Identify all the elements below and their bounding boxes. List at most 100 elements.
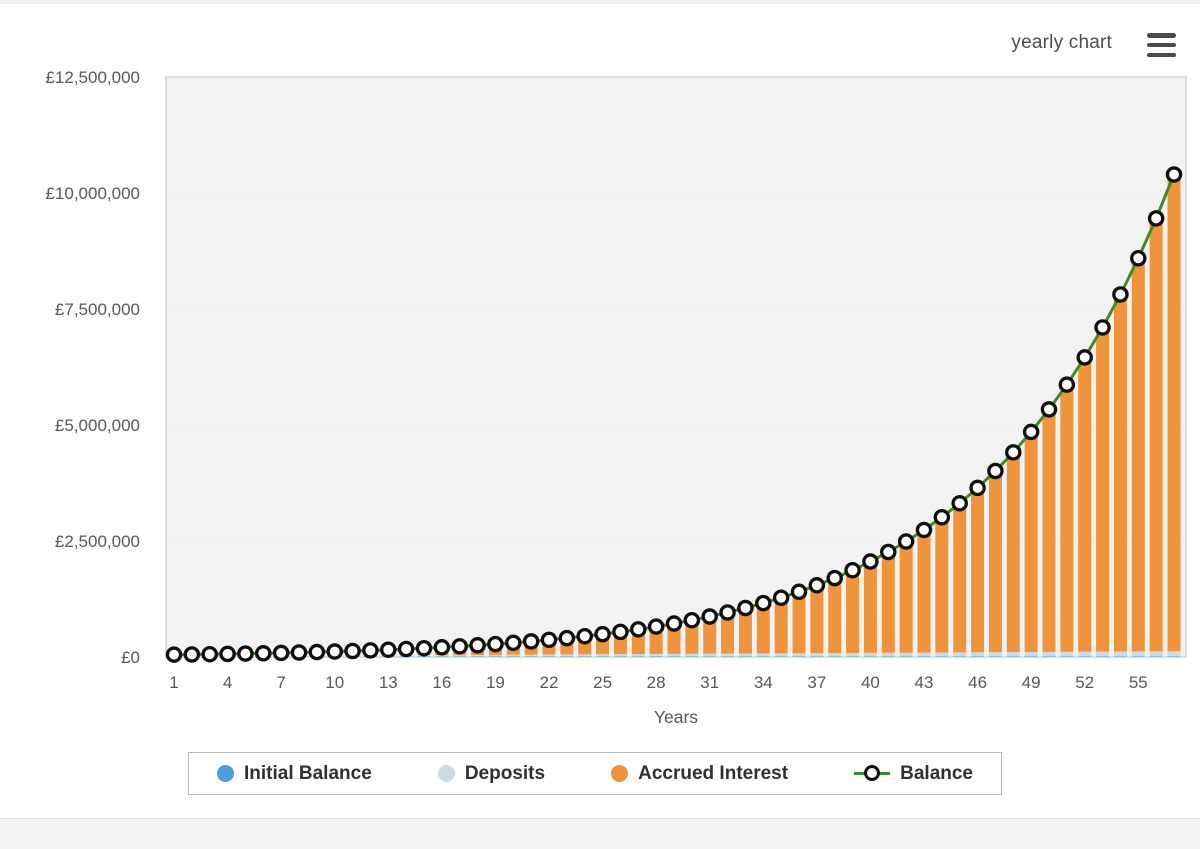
bar-segment-accrued-interest[interactable]: [1007, 452, 1020, 652]
balance-marker[interactable]: [221, 647, 234, 660]
bar-segment-accrued-interest[interactable]: [1096, 327, 1109, 651]
balance-marker[interactable]: [292, 646, 305, 659]
bar-segment-deposits[interactable]: [828, 653, 841, 657]
bar-segment-deposits[interactable]: [846, 653, 859, 657]
balance-marker[interactable]: [1114, 288, 1127, 301]
balance-marker[interactable]: [989, 464, 1002, 477]
bar-segment-deposits[interactable]: [953, 652, 966, 656]
balance-marker[interactable]: [650, 620, 663, 633]
bar-segment-accrued-interest[interactable]: [953, 503, 966, 652]
bar-segment-deposits[interactable]: [1168, 651, 1181, 656]
balance-marker[interactable]: [364, 644, 377, 657]
bar-segment-deposits[interactable]: [632, 654, 645, 657]
balance-marker[interactable]: [721, 606, 734, 619]
bar-segment-deposits[interactable]: [1025, 652, 1038, 657]
balance-marker[interactable]: [453, 640, 466, 653]
bar-segment-deposits[interactable]: [1114, 652, 1127, 657]
bar-segment-deposits[interactable]: [453, 655, 466, 657]
balance-marker[interactable]: [1025, 425, 1038, 438]
bar-segment-deposits[interactable]: [685, 654, 698, 657]
balance-marker[interactable]: [828, 572, 841, 585]
balance-marker[interactable]: [810, 579, 823, 592]
bar-segment-deposits[interactable]: [560, 654, 573, 656]
balance-marker[interactable]: [1060, 378, 1073, 391]
balance-marker[interactable]: [542, 633, 555, 646]
balance-marker[interactable]: [614, 625, 627, 638]
balance-marker[interactable]: [471, 639, 484, 652]
balance-marker[interactable]: [775, 591, 788, 604]
balance-marker[interactable]: [739, 601, 752, 614]
balance-marker[interactable]: [310, 645, 323, 658]
balance-marker[interactable]: [953, 497, 966, 510]
balance-marker[interactable]: [417, 642, 430, 655]
bar-segment-accrued-interest[interactable]: [989, 471, 1002, 652]
legend-item-initial-balance[interactable]: Initial Balance: [217, 763, 372, 785]
bar-segment-accrued-interest[interactable]: [1132, 258, 1145, 651]
balance-marker[interactable]: [507, 636, 520, 649]
bar-segment-deposits[interactable]: [810, 653, 823, 656]
bar-segment-accrued-interest[interactable]: [1114, 295, 1127, 652]
balance-marker[interactable]: [596, 628, 609, 641]
bar-segment-deposits[interactable]: [918, 653, 931, 657]
balance-marker[interactable]: [971, 481, 984, 494]
balance-marker[interactable]: [185, 648, 198, 661]
balance-marker[interactable]: [382, 643, 395, 656]
bar-segment-deposits[interactable]: [775, 653, 788, 656]
balance-marker[interactable]: [632, 623, 645, 636]
balance-marker[interactable]: [1150, 212, 1163, 225]
bar-segment-deposits[interactable]: [507, 655, 520, 657]
bar-segment-accrued-interest[interactable]: [793, 592, 806, 653]
bar-segment-accrued-interest[interactable]: [935, 517, 948, 652]
balance-marker[interactable]: [1042, 403, 1055, 416]
bar-segment-accrued-interest[interactable]: [1060, 385, 1073, 652]
bar-segment-accrued-interest[interactable]: [828, 578, 841, 653]
bar-segment-deposits[interactable]: [1060, 652, 1073, 657]
bar-segment-accrued-interest[interactable]: [882, 552, 895, 653]
balance-marker[interactable]: [346, 644, 359, 657]
bar-segment-deposits[interactable]: [650, 654, 663, 657]
bar-segment-accrued-interest[interactable]: [1043, 409, 1056, 651]
bar-segment-accrued-interest[interactable]: [810, 585, 823, 653]
bar-segment-deposits[interactable]: [614, 654, 627, 656]
bar-segment-deposits[interactable]: [525, 655, 538, 657]
bar-segment-accrued-interest[interactable]: [1078, 357, 1091, 651]
bar-segment-deposits[interactable]: [882, 653, 895, 657]
bar-segment-deposits[interactable]: [1007, 652, 1020, 656]
bar-segment-accrued-interest[interactable]: [846, 570, 859, 653]
bar-segment-deposits[interactable]: [489, 655, 502, 657]
bar-segment-deposits[interactable]: [1150, 651, 1163, 656]
bar-segment-deposits[interactable]: [935, 652, 948, 656]
bar-segment-deposits[interactable]: [1132, 651, 1145, 656]
balance-marker[interactable]: [685, 614, 698, 627]
bar-segment-accrued-interest[interactable]: [864, 562, 877, 653]
balance-marker[interactable]: [792, 585, 805, 598]
bar-segment-accrued-interest[interactable]: [1168, 175, 1181, 652]
balance-marker[interactable]: [935, 511, 948, 524]
bar-segment-accrued-interest[interactable]: [775, 598, 788, 654]
balance-marker[interactable]: [1078, 351, 1091, 364]
bar-segment-accrued-interest[interactable]: [971, 488, 984, 652]
bar-segment-deposits[interactable]: [900, 653, 913, 657]
balance-marker[interactable]: [400, 642, 413, 655]
bar-segment-deposits[interactable]: [721, 654, 734, 657]
balance-marker[interactable]: [560, 632, 573, 645]
bar-segment-deposits[interactable]: [1078, 652, 1091, 657]
balance-marker[interactable]: [667, 617, 680, 630]
legend-item-deposits[interactable]: Deposits: [438, 763, 545, 785]
balance-marker[interactable]: [239, 647, 252, 660]
bar-segment-deposits[interactable]: [864, 653, 877, 657]
bar-segment-deposits[interactable]: [971, 652, 984, 656]
bar-segment-deposits[interactable]: [668, 654, 681, 657]
balance-marker[interactable]: [882, 545, 895, 558]
balance-marker[interactable]: [203, 648, 216, 661]
bar-segment-deposits[interactable]: [703, 654, 716, 657]
balance-marker[interactable]: [525, 635, 538, 648]
balance-marker[interactable]: [435, 641, 448, 654]
bar-segment-deposits[interactable]: [596, 654, 609, 656]
bar-segment-deposits[interactable]: [1043, 652, 1056, 657]
bar-segment-deposits[interactable]: [543, 654, 556, 656]
balance-marker[interactable]: [257, 647, 270, 660]
bar-segment-deposits[interactable]: [471, 655, 484, 657]
legend-item-accrued-interest[interactable]: Accrued Interest: [611, 763, 788, 785]
balance-marker[interactable]: [703, 610, 716, 623]
